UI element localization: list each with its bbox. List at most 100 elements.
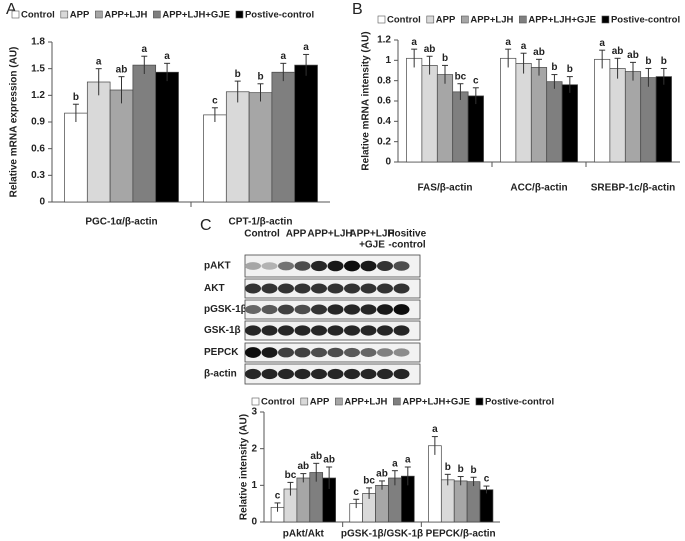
- blot-band: [294, 283, 311, 294]
- significance-letter: b: [567, 64, 573, 75]
- bar: [203, 114, 227, 203]
- bar: [109, 89, 134, 203]
- blot-band: [278, 347, 294, 358]
- blot-band: [327, 347, 344, 358]
- blot-band: [311, 325, 327, 336]
- bar: [500, 57, 517, 163]
- legend-label: Postive-control: [611, 15, 680, 26]
- significance-letter: bc: [455, 71, 467, 82]
- legend-swatch: [60, 10, 69, 19]
- significance-letter: b: [458, 464, 464, 475]
- bar: [296, 477, 311, 523]
- blot-band: [377, 261, 393, 271]
- blot-band: [327, 260, 344, 272]
- bar: [132, 64, 157, 203]
- significance-letter: ab: [297, 461, 309, 472]
- significance-letter: a: [303, 42, 309, 53]
- bar: [453, 480, 468, 523]
- row-label: pAKT: [204, 261, 231, 272]
- lane-label: Positive: [388, 229, 427, 240]
- blot-band: [261, 368, 278, 380]
- blot-band: [344, 260, 360, 272]
- y-tick-label: 0.6: [31, 143, 45, 154]
- bar: [406, 57, 423, 163]
- significance-letter: b: [235, 69, 241, 80]
- bar: [375, 484, 389, 523]
- bar: [248, 92, 273, 203]
- significance-letter: b: [661, 56, 667, 67]
- blot-band: [344, 325, 360, 336]
- blot-band: [294, 368, 311, 380]
- blot-band: [327, 304, 344, 315]
- blot-band: [393, 261, 410, 271]
- blot-band: [344, 347, 360, 358]
- significance-letter: a: [599, 38, 605, 49]
- legend-swatch: [393, 397, 401, 406]
- blot-band: [245, 305, 261, 314]
- significance-letter: b: [73, 92, 79, 103]
- significance-letter: a: [142, 44, 148, 55]
- significance-letter: b: [471, 465, 477, 476]
- blot-band: [261, 262, 278, 270]
- legend-swatch: [377, 15, 386, 24]
- bar: [624, 71, 642, 163]
- blot-band: [360, 325, 377, 336]
- y-tick-label: 3: [251, 407, 257, 418]
- blot-band: [377, 283, 393, 294]
- legend-label: APP+LJH+GJE: [528, 15, 596, 26]
- significance-letter: c: [484, 474, 490, 485]
- bar: [467, 95, 484, 163]
- blot-band: [360, 348, 377, 357]
- row-label: pGSK-1β: [204, 304, 247, 315]
- legend-label: APP+LJH+GJE: [162, 10, 230, 21]
- significance-letter: b: [257, 71, 263, 82]
- panel-label: A: [6, 1, 17, 18]
- significance-letter: b: [442, 53, 448, 64]
- row-label: PEPCK: [204, 347, 239, 358]
- y-tick-label: 0.6: [377, 96, 391, 107]
- legend-label: Control: [21, 10, 55, 21]
- significance-letter: a: [505, 37, 511, 48]
- y-axis-label: Relative intensity (AU): [239, 414, 250, 520]
- blot-band: [377, 304, 393, 315]
- blot-band: [393, 304, 410, 315]
- legend-swatch: [11, 10, 20, 19]
- blot-band: [360, 304, 377, 315]
- blot-band: [377, 325, 393, 336]
- legend-label: Control: [387, 15, 421, 26]
- bar: [421, 65, 438, 163]
- blot-band: [311, 304, 327, 315]
- blot-band: [261, 304, 278, 315]
- bar: [655, 76, 672, 163]
- bar: [428, 445, 442, 523]
- y-tick-label: 2: [251, 443, 257, 454]
- significance-letter: c: [275, 491, 281, 502]
- bar: [440, 479, 455, 523]
- y-tick-label: 0: [39, 197, 45, 208]
- y-tick-label: 0.2: [377, 136, 391, 147]
- blot-band: [344, 368, 360, 380]
- blot-band: [311, 283, 327, 294]
- western-blot: Control APP APP+LJHAPP+LJH+GJEPositive-con…: [204, 229, 427, 385]
- bar: [86, 81, 111, 203]
- blot-band: [278, 325, 294, 336]
- y-tick-label: 0: [251, 517, 257, 528]
- y-tick-label: 1: [385, 55, 391, 66]
- y-tick-label: 1: [251, 480, 257, 491]
- y-tick-label: 1.5: [31, 63, 45, 74]
- blot-band: [327, 325, 344, 336]
- significance-letter: a: [96, 56, 102, 67]
- blot-band: [245, 283, 261, 294]
- legend-label: APP: [310, 397, 330, 408]
- significance-letter: ab: [116, 64, 128, 75]
- x-tick-label: SREBP-1c/β-actin: [591, 183, 675, 194]
- bar: [155, 71, 179, 203]
- blot-band: [393, 283, 410, 294]
- significance-letter: a: [392, 458, 398, 469]
- significance-letter: ab: [310, 451, 322, 462]
- bar: [609, 68, 626, 163]
- legend-label: APP+LJH: [104, 10, 147, 21]
- blot-band: [278, 304, 294, 315]
- bar: [225, 91, 250, 203]
- y-axis-label: Relative mRNA intensity (AU): [361, 31, 372, 170]
